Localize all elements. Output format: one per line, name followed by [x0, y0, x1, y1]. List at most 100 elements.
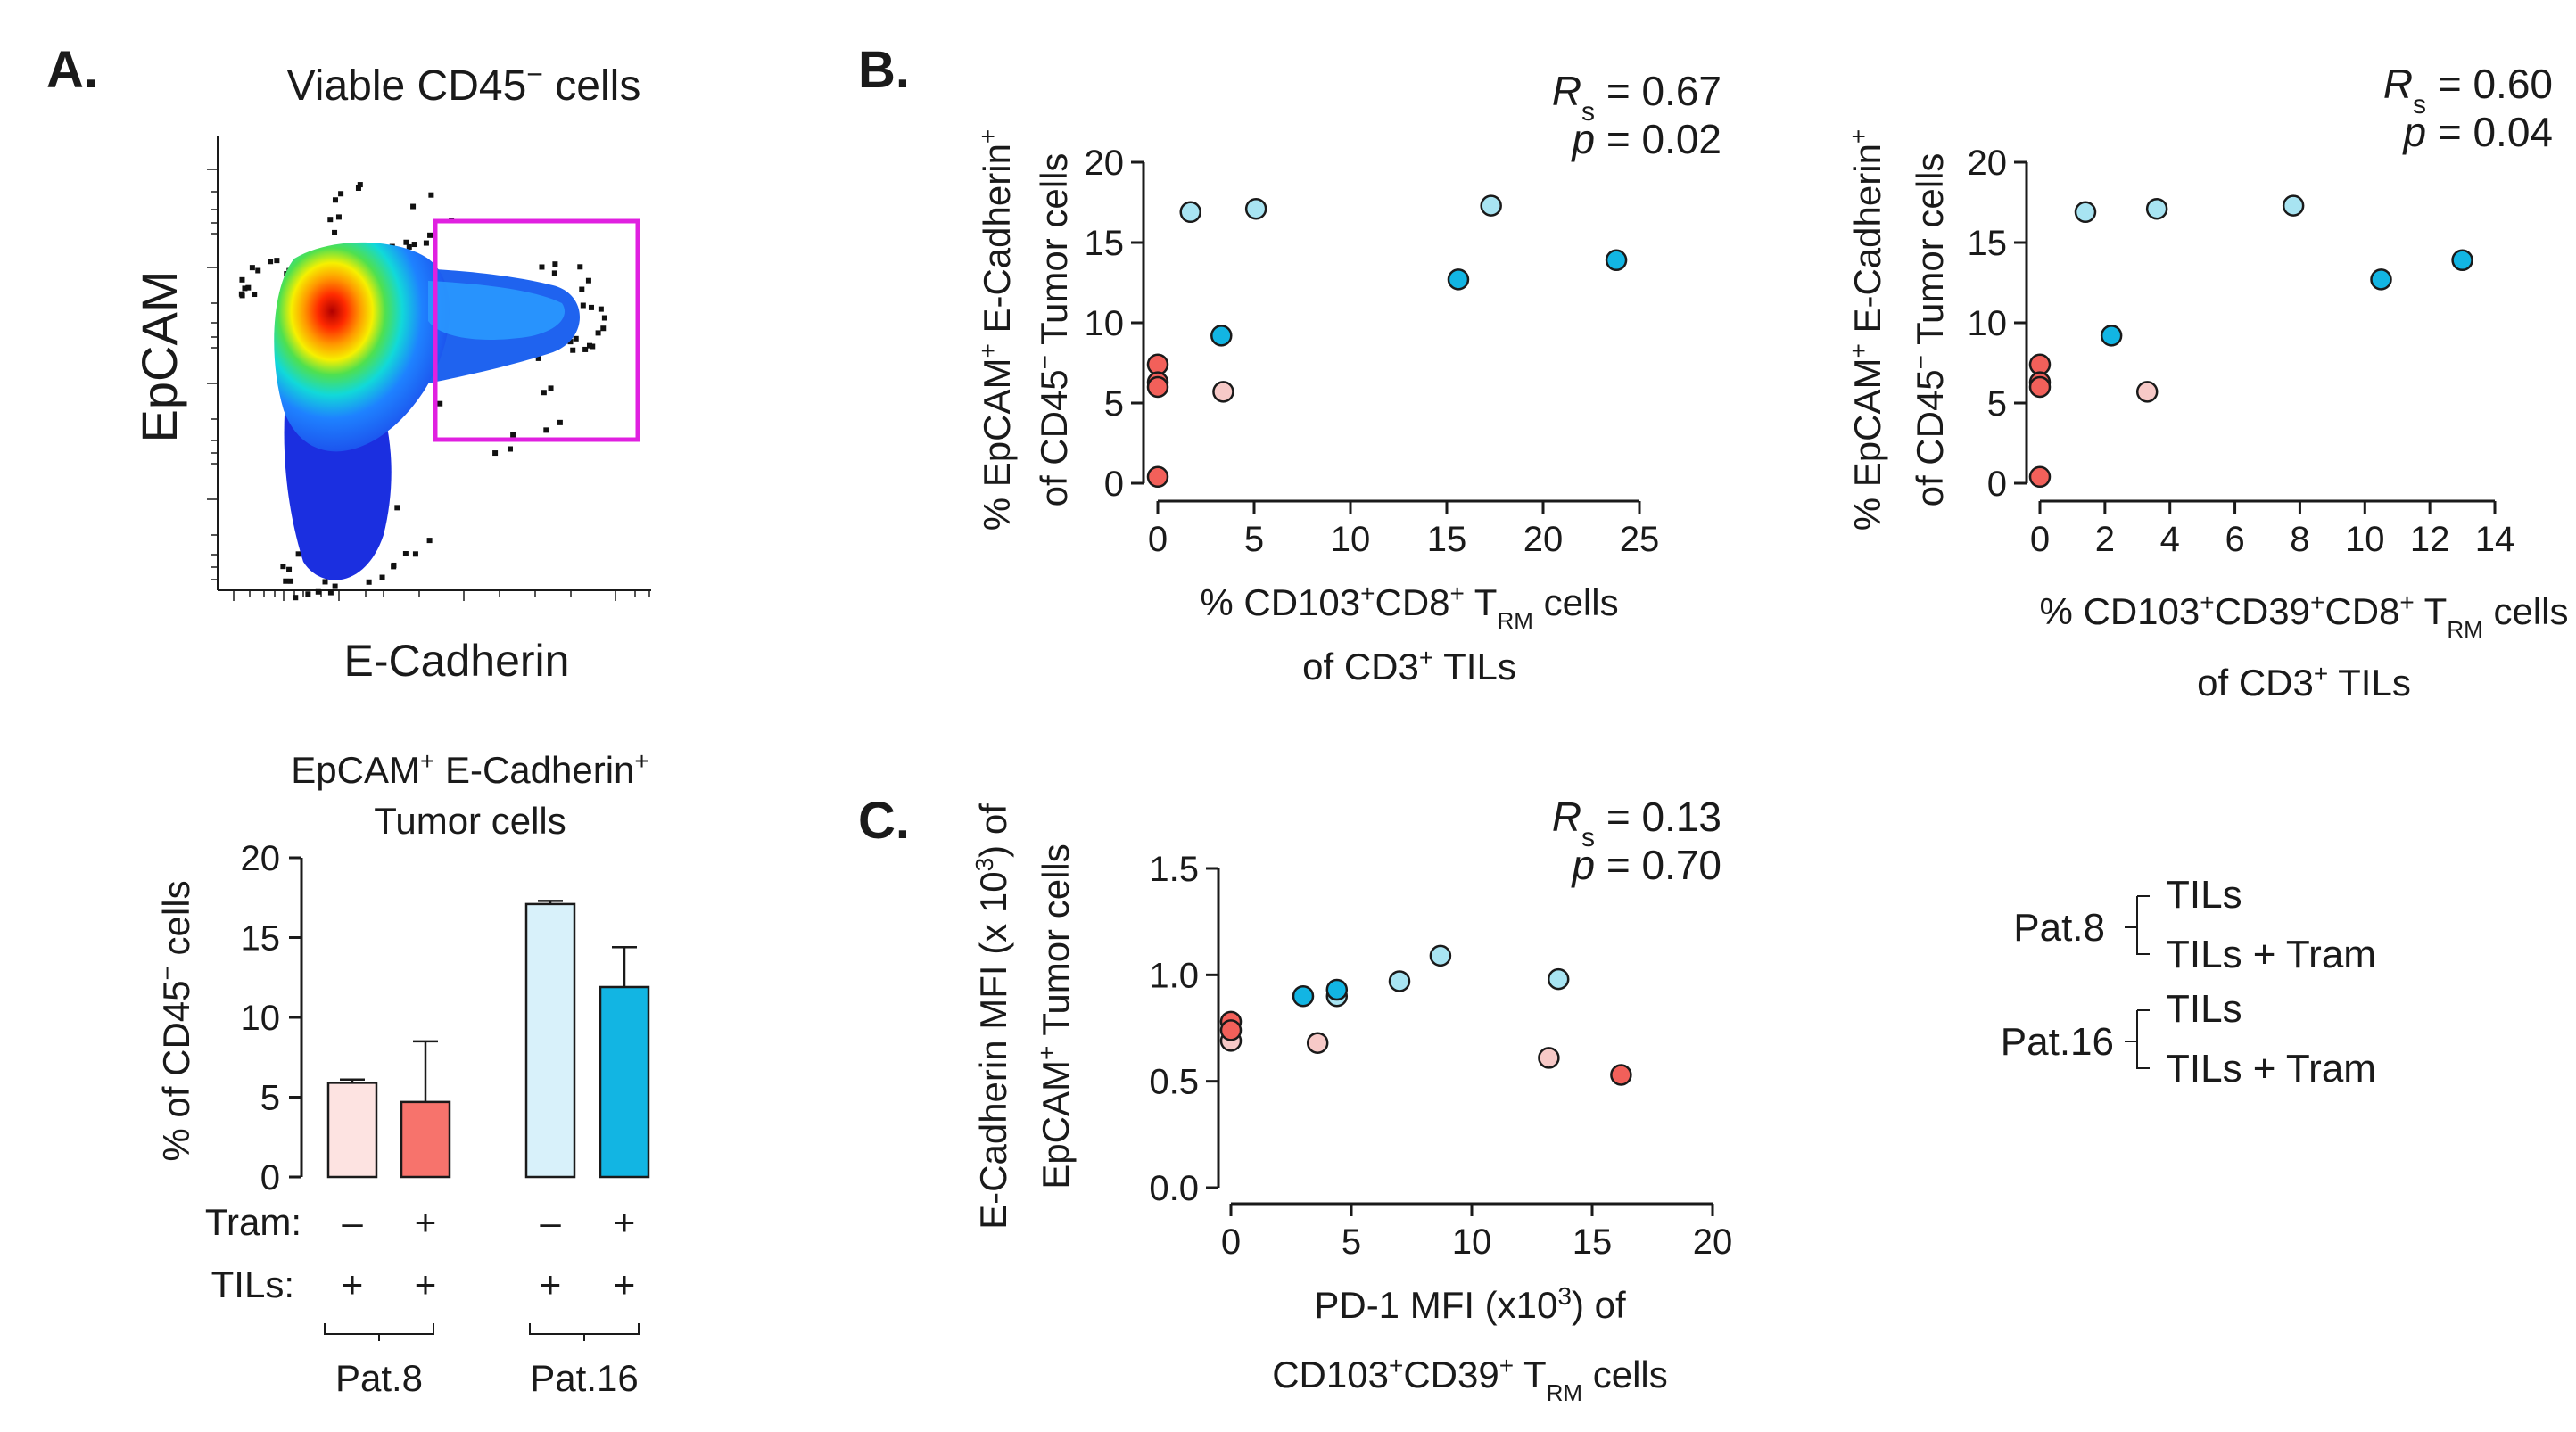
bar-y-tick-label: 0 — [260, 1158, 280, 1197]
flow-event — [255, 267, 261, 274]
data-point — [1429, 944, 1452, 967]
scatter-c: 0.0 0.5 1.0 1.5 0 5 10 15 20 Rs = 0.13p = 0.70 PD-… — [970, 794, 1733, 1406]
flow-event — [355, 185, 361, 192]
data-point — [1179, 201, 1201, 224]
tils-mark: + — [540, 1263, 562, 1305]
stat-rs: Rs = 0.60 — [2383, 61, 2553, 119]
flow-event — [580, 302, 586, 309]
flow-event — [366, 579, 372, 585]
group-label-pat8: Pat.8 — [335, 1357, 423, 1399]
flow-event — [391, 562, 397, 568]
flow-event — [412, 551, 418, 557]
flow-event — [423, 240, 429, 246]
group-label-pat16: Pat.16 — [530, 1357, 638, 1399]
bar-series — [326, 900, 650, 1179]
y-tick-label: 10 — [1085, 304, 1125, 343]
flow-event — [579, 286, 585, 292]
tram-mark: + — [614, 1201, 636, 1243]
x-tick-label: 4 — [2160, 520, 2180, 559]
flow-event — [507, 446, 513, 452]
tils-mark: + — [614, 1263, 636, 1305]
stat-rs: Rs = 0.13 — [1552, 794, 1721, 852]
flow-event — [327, 217, 334, 223]
x-axis-label: of CD3+ TILs — [2197, 660, 2411, 704]
flow-event — [548, 385, 554, 391]
bar-y-ticks: 0 5 10 15 20 — [241, 839, 301, 1197]
flow-event — [406, 243, 412, 250]
flow-event — [598, 306, 604, 312]
x-tick-label: 10 — [1331, 520, 1371, 559]
flow-event — [427, 232, 433, 238]
data-point — [1146, 375, 1169, 399]
tram-mark: – — [540, 1201, 561, 1243]
flow-plot: Viable CD45− cells EpCAM E-Cadherin — [131, 58, 651, 686]
y-axis-label: E-Cadherin MFI (x 103) of — [970, 803, 1015, 1230]
legend-bracket-pat8 — [2125, 895, 2150, 955]
data-point — [1212, 381, 1234, 403]
x-axis-label: % CD103+CD39+CD8+ TRM cells — [2040, 588, 2569, 644]
flow-event — [411, 242, 417, 248]
scatter-b-right: 0 5 10 15 20 0 2 4 6 8 10 12 14 Rs = 0.60p = 0.04 % CD… — [1845, 61, 2569, 704]
flow-event — [437, 400, 443, 407]
flow-event — [394, 505, 400, 511]
flow-event — [335, 214, 342, 220]
flow-event — [286, 566, 293, 572]
flow-event — [410, 203, 417, 210]
x-tick-label: 10 — [1452, 1222, 1492, 1262]
flow-event — [492, 450, 499, 457]
data-point — [1547, 967, 1570, 991]
flow-event — [570, 347, 576, 353]
flow-event — [332, 583, 338, 589]
data-point — [1447, 268, 1470, 291]
flow-event — [588, 304, 594, 310]
flow-title: Viable CD45− cells — [287, 58, 641, 110]
x-tick-label: 5 — [1342, 1222, 1361, 1262]
bar-y-tick-label: 10 — [241, 999, 281, 1038]
flow-event — [242, 285, 248, 292]
flow-minor-ticks — [207, 169, 650, 601]
y-tick-label: 5 — [1987, 384, 2007, 424]
flow-event — [586, 342, 592, 349]
flow-event — [239, 276, 245, 283]
x-axis-label: CD103+CD39+ TRM cells — [1272, 1352, 1668, 1407]
y-tick-label: 0 — [1104, 465, 1124, 504]
flow-event — [332, 197, 338, 203]
y-tick-label: 20 — [1968, 144, 2008, 183]
flow-event — [595, 330, 601, 336]
data-point — [1306, 1032, 1329, 1054]
flow-event — [567, 339, 574, 345]
flow-density-core — [274, 242, 450, 452]
flow-event — [601, 315, 607, 321]
flow-event — [582, 346, 589, 352]
data-point — [1538, 1047, 1560, 1069]
data-point — [2370, 268, 2392, 291]
bar-title-line2: Tumor cells — [374, 800, 566, 842]
bar-condition-marks: – + + + – + + + — [342, 1201, 636, 1305]
flow-event — [293, 595, 299, 601]
stat-p: p = 0.04 — [2401, 109, 2553, 155]
flow-y-label: EpCAM — [131, 271, 187, 443]
tils-mark: + — [342, 1263, 364, 1305]
flow-event — [590, 343, 596, 350]
flow-event — [379, 574, 385, 580]
stat-rs: Rs = 0.67 — [1552, 68, 1721, 127]
x-tick-label: 15 — [1427, 520, 1467, 559]
flow-event — [288, 578, 294, 584]
flow-event — [238, 291, 244, 297]
bar — [400, 1100, 451, 1179]
flow-event — [539, 264, 545, 270]
flow-event — [283, 578, 289, 584]
flow-event — [600, 325, 607, 332]
y-tick-label: 0 — [1987, 465, 2007, 504]
data-point — [2451, 249, 2473, 272]
flow-event — [535, 355, 541, 361]
flow-event — [280, 564, 286, 570]
bar — [599, 985, 650, 1179]
data-point — [1610, 1064, 1632, 1086]
flow-event — [573, 335, 579, 342]
flow-event — [577, 264, 583, 270]
data-point — [1244, 197, 1267, 220]
legend-bracket-pat16 — [2125, 1009, 2150, 1069]
